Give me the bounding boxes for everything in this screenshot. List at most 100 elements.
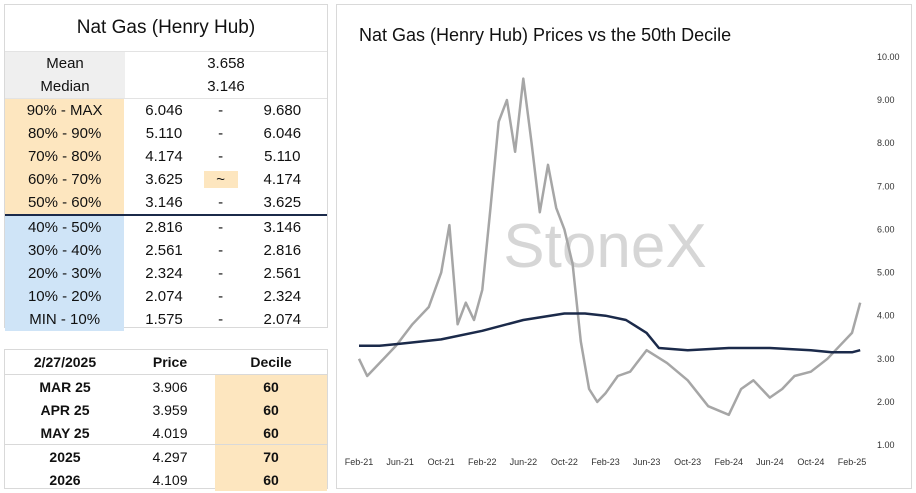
decile-row: 20% - 30% 2.324 - 2.561 [5,262,327,285]
contract-decile: 60 [215,375,327,398]
futures-header: 2/27/2025 Price Decile [5,350,327,375]
decile-label: 50% - 60% [5,191,125,214]
x-tick-label: Oct-24 [797,457,824,467]
decile-low: 4.174 [145,148,183,165]
contract-name: APR 25 [40,401,90,418]
futures-date: 2/27/2025 [33,354,97,370]
y-tick-label: 7.00 [877,181,895,191]
x-tick-label: Feb-21 [345,457,374,467]
y-tick-label: 1.00 [877,440,895,450]
decile-low: 6.046 [145,102,183,119]
decile-low: 3.625 [145,171,183,188]
median-label: Median [5,75,125,98]
decile-low: 2.074 [145,288,183,305]
decile-rows: 90% - MAX 6.046 - 9.680 80% - 90% 5.110 - 6.046… [5,99,327,331]
decile-label: 70% - 80% [5,145,125,168]
x-tick-label: Jun-24 [756,457,784,467]
decile-row: 30% - 40% 2.561 - 2.816 [5,239,327,262]
chart-panel: Nat Gas (Henry Hub) Prices vs the 50th D… [336,4,912,489]
x-tick-label: Oct-22 [551,457,578,467]
decile-high: 3.146 [263,219,302,236]
decile-separator: - [218,148,224,165]
median-value: 3.146 [207,78,245,95]
decile-low: 3.146 [145,194,183,211]
decile-separator: - [218,265,224,282]
decile-row: MIN - 10% 1.575 - 2.074 [5,308,327,331]
decile-row: 80% - 90% 5.110 - 6.046 [5,122,327,145]
decile-separator: - [218,242,224,259]
contract-decile: 60 [215,421,327,444]
decile-label: 10% - 20% [5,285,125,308]
price-chart: StoneX 10.00 9.00 8.00 7.00 6.00 5.00 4.00 3.00… [345,52,900,467]
futures-row: MAY 25 4.019 60 [5,421,327,444]
futures-row: 2026 4.109 60 [5,468,327,491]
contract-price: 3.959 [152,401,188,418]
y-tick-label: 6.00 [877,224,895,234]
decile-low: 5.110 [145,125,183,142]
y-tick-label: 4.00 [877,311,895,321]
decile-low: 2.816 [145,219,183,236]
x-tick-label: Feb-24 [714,457,743,467]
price-series-line [357,77,862,417]
decile-high: 9.680 [263,102,302,119]
decile-high: 4.174 [263,171,302,188]
contract-name: 2026 [49,471,81,488]
x-tick-label: Jun-23 [633,457,661,467]
stats-title: Nat Gas (Henry Hub) [5,5,327,52]
futures-row: APR 25 3.959 60 [5,398,327,421]
contract-decile: 60 [215,398,327,421]
y-tick-label: 3.00 [877,354,895,364]
contract-price: 4.109 [152,471,188,488]
x-tick-label: Feb-23 [591,457,620,467]
contract-name: MAY 25 [40,424,90,441]
decile-low: 2.324 [145,265,183,282]
contract-price: 3.906 [152,378,188,395]
futures-row: MAR 25 3.906 60 [5,375,327,398]
decile-high: 2.324 [263,288,302,305]
x-tick-label: Oct-23 [674,457,701,467]
decile-label: MIN - 10% [5,308,125,331]
contract-name: 2025 [49,448,81,465]
contract-decile: 70 [215,445,327,468]
decile-high: 3.625 [263,194,302,211]
futures-row: 2025 4.297 70 [5,444,327,468]
decile-label: 90% - MAX [5,99,125,122]
x-tick-label: Feb-25 [838,457,867,467]
decile-row: 70% - 80% 4.174 - 5.110 [5,145,327,168]
y-tick-label: 8.00 [877,138,895,148]
mean-label: Mean [5,52,125,75]
decile-header: Decile [215,350,327,374]
decile-separator: - [218,219,224,236]
decile-row: 10% - 20% 2.074 - 2.324 [5,285,327,308]
decile-high: 2.561 [263,265,302,282]
y-tick-label: 10.00 [877,52,900,62]
decile-row: 40% - 50% 2.816 - 3.146 [5,214,327,239]
stonex-watermark: StoneX [503,212,706,281]
x-tick-label: Oct-21 [428,457,455,467]
futures-rows: MAR 25 3.906 60 APR 25 3.959 60 MAY 25 4.019 60 2… [5,375,327,491]
y-tick-label: 5.00 [877,268,895,278]
decile-label: 80% - 90% [5,122,125,145]
decile-separator: - [218,125,224,142]
decile-label: 40% - 50% [5,216,125,239]
decile-separator: - [218,311,224,328]
decile-separator: - [218,102,224,119]
decile-high: 2.074 [263,311,302,328]
decile-low: 2.561 [145,242,183,259]
decile-row: 90% - MAX 6.046 - 9.680 [5,99,327,122]
y-tick-label: 9.00 [877,95,895,105]
decile-label: 60% - 70% [5,168,125,191]
x-tick-label: Feb-22 [468,457,497,467]
mean-value: 3.658 [207,55,245,72]
chart-title: Nat Gas (Henry Hub) Prices vs the 50th D… [359,25,732,45]
decile-high: 5.110 [264,148,301,165]
mean-row: Mean 3.658 [5,52,327,75]
x-tick-label: Jun-22 [510,457,538,467]
decile-row: 50% - 60% 3.146 - 3.625 [5,191,327,214]
y-tick-label: 2.00 [877,397,895,407]
decile-low: 1.575 [145,311,183,328]
decile-series-line [359,312,861,354]
contract-name: MAR 25 [39,378,91,395]
decile-separator: - [218,288,224,305]
decile-label: 20% - 30% [5,262,125,285]
